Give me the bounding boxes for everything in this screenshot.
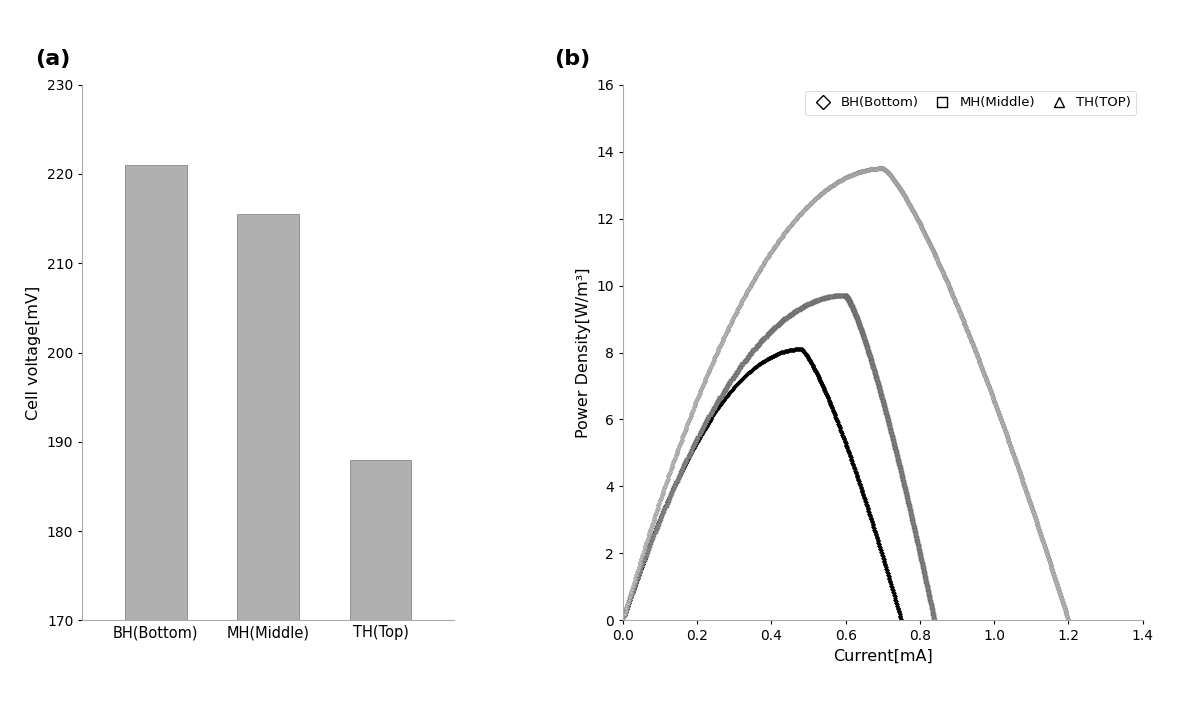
Y-axis label: Cell voltage[mV]: Cell voltage[mV] <box>26 286 41 419</box>
Y-axis label: Power Density[W/m³]: Power Density[W/m³] <box>576 267 590 438</box>
Text: (b): (b) <box>554 49 590 69</box>
Bar <box>350 460 411 620</box>
Bar <box>237 214 299 620</box>
Legend: BH(Bottom), MH(Middle), TH(TOP): BH(Bottom), MH(Middle), TH(TOP) <box>805 91 1136 115</box>
Text: (a): (a) <box>35 49 71 69</box>
X-axis label: Current[mA]: Current[mA] <box>833 649 933 664</box>
Bar <box>125 165 186 620</box>
